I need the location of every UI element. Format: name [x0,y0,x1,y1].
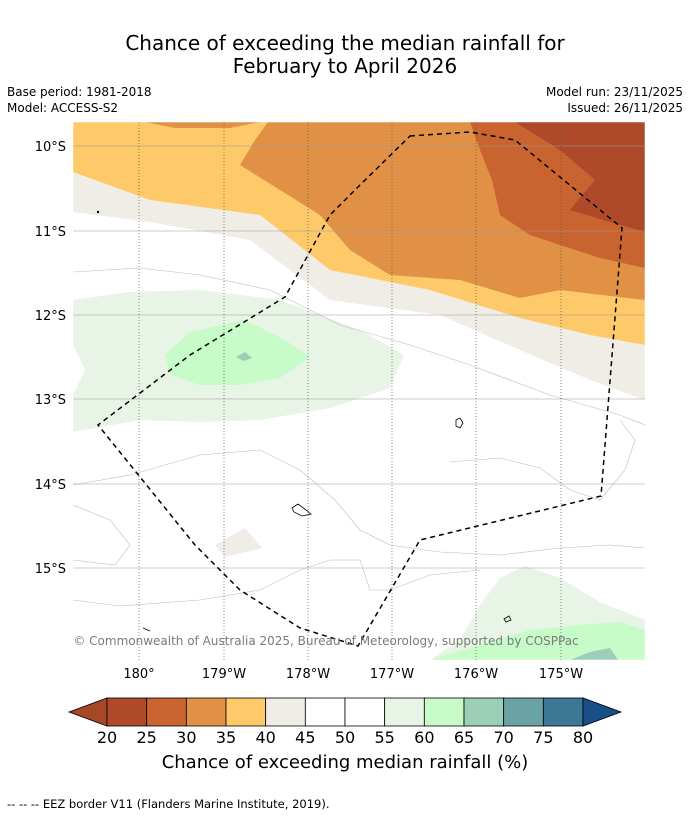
title-line-1: Chance of exceeding the median rainfall … [125,31,565,55]
lon-label: 175°W [539,667,583,682]
lat-label: 13°S [35,393,66,408]
colorbar-tick-label: 20 [97,728,117,747]
island-outlines [96,210,512,632]
colorbar-segment [304,697,346,727]
lat-label: 10°S [35,140,66,155]
lon-label: 179°W [202,667,246,682]
colorbar-tick-label: 60 [414,728,434,747]
probability-contours [73,122,645,660]
colorbar [67,697,623,727]
base-period: Base period: 1981-2018 [7,85,152,99]
contour-60-65 [165,320,310,385]
colorbar-segment [146,697,187,727]
lat-label: 14°S [35,478,66,493]
colorbar-tick-label: 50 [335,728,355,747]
lon-label: 176°W [454,667,498,682]
colorbar-tick-label: 65 [454,728,474,747]
forecast-map: 10°S 11°S 12°S 13°S 14°S 15°S 180° 179°W… [35,121,646,747]
colorbar-segment [503,697,544,727]
model-run: Model run: 23/11/2025 [545,85,683,99]
contour-40-45 [73,172,645,400]
map-frame [72,121,646,661]
colorbar-tick-label: 30 [176,728,196,747]
colorbar-tick-label: 55 [374,728,394,747]
eez-border [96,131,623,647]
lon-label: 178°W [286,667,330,682]
contour-20-25 [515,122,645,232]
colorbar-segment [423,697,465,727]
colorbar-ticks: 20 25 30 35 40 45 50 55 60 65 70 75 80 [97,728,593,747]
colorbar-segment [463,697,505,727]
lon-label: 180° [123,667,154,682]
colorbar-segment [265,697,306,727]
colorbar-segment [106,697,148,727]
lat-label: 11°S [35,225,66,240]
colorbar-tick-label: 45 [295,728,315,747]
colorbar-tick-label: 75 [533,728,553,747]
colorbar-label: Chance of exceeding median rainfall (%) [161,752,529,773]
colorbar-extend-low [67,697,108,727]
colorbar-segment [344,697,386,727]
colorbar-tick-label: 70 [493,728,513,747]
eez-legend: -- -- -- EEZ border V11 (Flanders Marine… [7,797,330,811]
latitude-lines [73,145,645,569]
copyright-notice: © Commonwealth of Australia 2025, Bureau… [73,634,578,648]
colorbar-tick-label: 35 [216,728,236,747]
colorbar-extend-high [582,697,623,727]
colorbar-segment [225,697,267,727]
colorbar-segment [542,697,584,727]
colorbar-segment [384,697,425,727]
colorbar-tick-label: 80 [573,728,593,747]
lat-label: 12°S [35,309,66,324]
lon-label: 177°W [370,667,414,682]
title-line-2: February to April 2026 [232,54,458,78]
colorbar-segment [185,697,227,727]
colorbar-tick-label: 25 [136,728,156,747]
model-name: Model: ACCESS-S2 [7,101,119,115]
issued-date: Issued: 26/11/2025 [567,101,683,115]
lat-label: 15°S [35,562,66,577]
thin-contour-lines [73,267,645,607]
colorbar-tick-label: 40 [255,728,275,747]
